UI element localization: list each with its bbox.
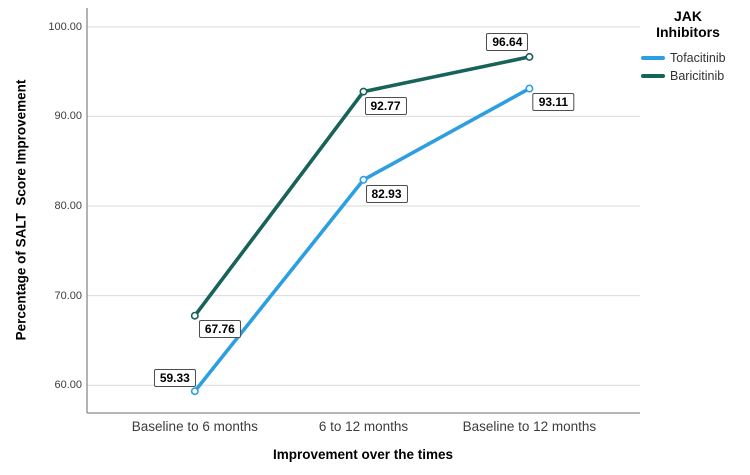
legend-item-label: Tofacitinib bbox=[670, 51, 726, 65]
data-point-tofacitinib bbox=[359, 175, 368, 184]
y-tick-label: 100.00 bbox=[48, 20, 82, 33]
x-category-label: 6 to 12 months bbox=[318, 419, 409, 434]
series-line-tofacitinib bbox=[193, 86, 532, 394]
legend-swatch-icon bbox=[641, 74, 665, 78]
legend-title: JAK Inhibitors bbox=[628, 8, 748, 40]
legend-item-label: Baricitinib bbox=[670, 69, 725, 83]
data-point-baricitinib bbox=[190, 311, 199, 320]
series-line-baricitinib bbox=[193, 55, 532, 318]
data-point-tofacitinib bbox=[190, 387, 199, 396]
x-axis-title: Improvement over the times bbox=[272, 447, 454, 462]
data-point-tofacitinib bbox=[525, 84, 534, 93]
data-point-baricitinib bbox=[525, 52, 534, 61]
legend-items: Tofacitinib Baricitinib bbox=[628, 49, 748, 85]
legend-item-tofacitinib: Tofacitinib bbox=[628, 49, 748, 67]
y-tick-label: 70.00 bbox=[54, 289, 82, 302]
y-tick-label: 80.00 bbox=[54, 200, 82, 213]
x-category-label: Baseline to 6 months bbox=[131, 419, 258, 434]
y-axis-tick-labels: 100.00 90.00 80.00 70.00 60.00 bbox=[30, 0, 82, 475]
data-point-baricitinib bbox=[359, 87, 368, 96]
y-tick-label: 90.00 bbox=[54, 110, 82, 123]
y-tick-label: 60.00 bbox=[54, 379, 82, 392]
legend-item-baricitinib: Baricitinib bbox=[628, 67, 748, 85]
y-axis-title: Percentage of SALT Score Improvement bbox=[13, 79, 29, 341]
legend-swatch-icon bbox=[641, 56, 665, 60]
legend: JAK Inhibitors Tofacitinib Baricitinib bbox=[628, 8, 748, 85]
x-axis-category-labels: Baseline to 6 months 6 to 12 months Baseli… bbox=[0, 419, 750, 439]
legend-title-line2: Inhibitors bbox=[656, 24, 720, 40]
legend-title-line1: JAK bbox=[673, 8, 702, 24]
x-category-label: Baseline to 12 months bbox=[462, 419, 597, 434]
